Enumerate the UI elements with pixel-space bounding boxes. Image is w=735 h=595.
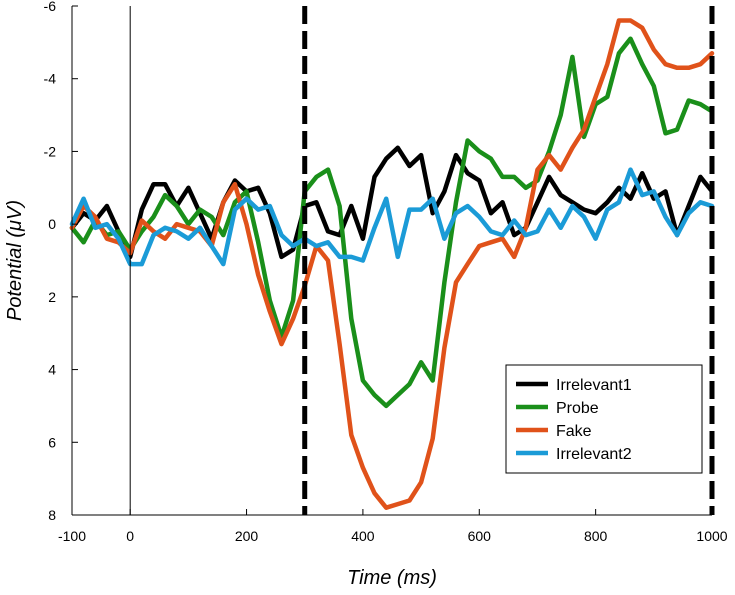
y-tick-label: -4 xyxy=(44,71,57,87)
x-tick-label: 400 xyxy=(351,528,375,544)
legend-label-probe: Probe xyxy=(556,400,599,417)
reference-lines xyxy=(129,6,715,515)
series-line-probe xyxy=(69,36,715,409)
y-tick-label: -2 xyxy=(44,143,57,159)
axes: -6 -4 -2 0 2 4 6 8-100 0 200 400 600 800 1000 xyxy=(44,0,728,544)
y-tick-label: -6 xyxy=(44,0,57,14)
y-tick-label: 2 xyxy=(48,289,56,305)
y-tick-label: 8 xyxy=(48,507,56,523)
series-line-fake xyxy=(69,18,715,510)
x-tick-label: 200 xyxy=(235,528,259,544)
legend-label-fake: Fake xyxy=(556,423,592,440)
x-tick-label: 1000 xyxy=(696,528,727,544)
series-line-irrelevant2 xyxy=(69,167,715,267)
x-tick-label: 600 xyxy=(468,528,492,544)
y-tick-label: 4 xyxy=(48,362,56,378)
y-axis-label: Potential (μV) xyxy=(4,200,26,321)
series-line-irrelevant1 xyxy=(69,145,715,260)
x-tick-label: 0 xyxy=(126,528,134,544)
legend-label-irrelevant2: Irrelevant2 xyxy=(556,446,632,463)
x-axis-label: Time (ms) xyxy=(347,567,437,589)
series-layer xyxy=(69,18,715,510)
x-tick-label: -100 xyxy=(58,528,86,544)
y-tick-label: 0 xyxy=(48,216,56,232)
legend: Irrelevant1 Probe Fake Irrelevant2 xyxy=(505,364,703,474)
y-tick-label: 6 xyxy=(48,434,56,450)
legend-label-irrelevant1: Irrelevant1 xyxy=(556,377,632,394)
x-tick-label: 800 xyxy=(584,528,608,544)
